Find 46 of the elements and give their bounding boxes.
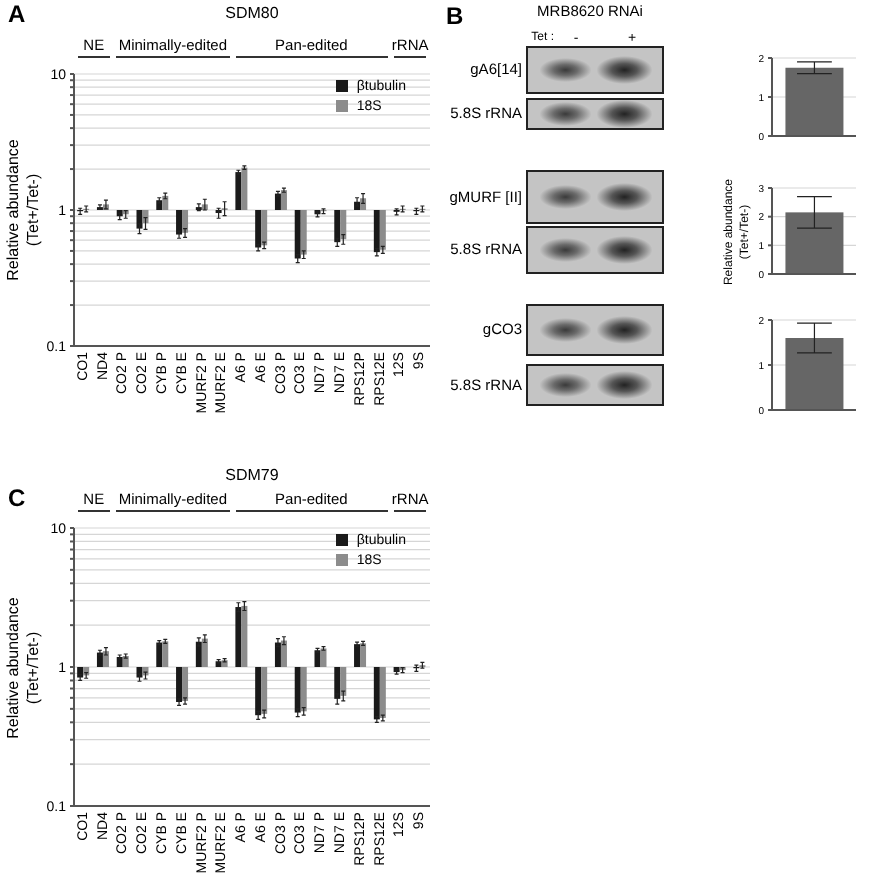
- y-axis-title: Relative abundance (Tet+/Tet-): [4, 139, 44, 281]
- bar: [176, 667, 183, 702]
- bar: [340, 667, 347, 696]
- bar: [334, 667, 341, 699]
- bar: [77, 667, 84, 678]
- y-axis-title: Relative abundance (Tet+/Tet-): [4, 596, 44, 738]
- bar: [255, 210, 262, 248]
- bar: [294, 210, 301, 259]
- text: A: [8, 0, 26, 28]
- bar: [354, 644, 361, 667]
- bar: [274, 642, 281, 667]
- bar: [182, 210, 189, 233]
- bar: [241, 167, 248, 210]
- chart-title: SDM79: [223, 466, 281, 484]
- bar: [340, 210, 347, 240]
- bar: [162, 195, 169, 210]
- bar: [320, 648, 327, 667]
- bar: [294, 667, 301, 713]
- bar: [300, 210, 307, 255]
- bar: [379, 667, 386, 718]
- bar: [162, 641, 169, 667]
- bar: [379, 210, 386, 250]
- bar: [261, 210, 268, 246]
- bar: [261, 667, 268, 714]
- bar: [235, 607, 242, 667]
- bar: [241, 605, 248, 667]
- bar: [176, 210, 183, 235]
- text: C: [8, 484, 26, 512]
- text: B: [446, 2, 464, 30]
- bar: [156, 642, 163, 667]
- bar: [280, 640, 287, 667]
- bar: [255, 667, 262, 716]
- bar: [314, 650, 321, 667]
- bar: [182, 667, 189, 701]
- bar: [195, 641, 202, 667]
- bar: [136, 210, 143, 229]
- bar: [201, 638, 208, 667]
- bar: [360, 643, 367, 667]
- bar: [156, 200, 163, 210]
- chart-title: SDM80: [223, 4, 281, 22]
- bar: [300, 667, 307, 712]
- bar: [235, 172, 242, 210]
- bar: [334, 210, 341, 243]
- bar: [373, 667, 380, 720]
- bar: [373, 210, 380, 253]
- bar: [280, 190, 287, 210]
